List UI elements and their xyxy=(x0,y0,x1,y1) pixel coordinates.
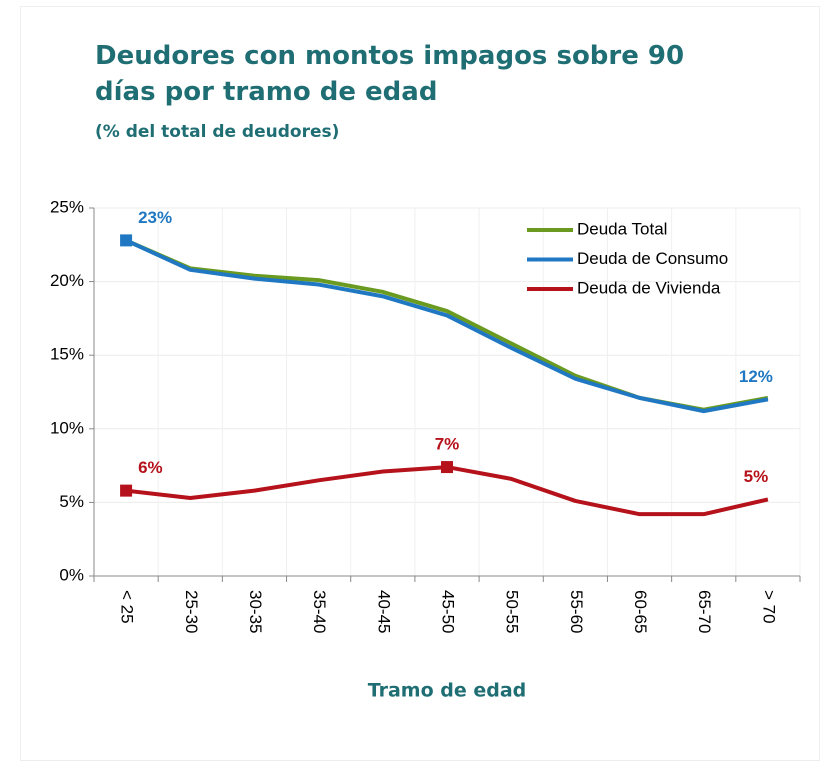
point-marker xyxy=(441,461,453,474)
chart-subtitle: (% del total de deudores) xyxy=(95,122,340,142)
data-label: 12% xyxy=(739,367,773,386)
legend-label: Deuda de Consumo xyxy=(577,249,728,268)
point-marker xyxy=(120,234,133,247)
x-tick-label: 65-70 xyxy=(695,590,714,633)
y-tick-label: 25% xyxy=(50,197,84,216)
y-tick-label: 5% xyxy=(59,492,84,511)
x-tick-label: < 25 xyxy=(118,590,137,624)
x-axis-label: Tramo de edad xyxy=(368,680,527,702)
data-label: 6% xyxy=(138,458,163,477)
y-tick-label: 10% xyxy=(50,418,84,437)
legend-label: Deuda Total xyxy=(577,219,667,238)
y-tick-label: 15% xyxy=(50,345,84,364)
data-label: 23% xyxy=(138,208,172,227)
x-tick-label: > 70 xyxy=(759,590,778,624)
y-tick-label: 0% xyxy=(59,565,84,584)
x-tick-label: 60-65 xyxy=(631,590,650,633)
data-label: 5% xyxy=(744,467,769,486)
legend-label: Deuda de Vivienda xyxy=(577,278,721,297)
x-tick-label: 30-35 xyxy=(246,590,265,633)
chart-title: Deudores con montos impagos sobre 90 día… xyxy=(95,41,685,107)
x-tick-label: 40-45 xyxy=(374,590,393,633)
card xyxy=(20,6,820,761)
x-tick-label: 55-60 xyxy=(567,590,586,633)
x-tick-label: 35-40 xyxy=(310,590,329,633)
y-tick-label: 20% xyxy=(50,271,84,290)
data-label: 7% xyxy=(435,435,460,454)
x-tick-label: 45-50 xyxy=(439,590,458,633)
x-tick-label: 25-30 xyxy=(182,590,201,633)
series-line xyxy=(125,238,769,414)
x-tick-label: 50-55 xyxy=(503,590,522,633)
point-marker xyxy=(120,484,133,497)
